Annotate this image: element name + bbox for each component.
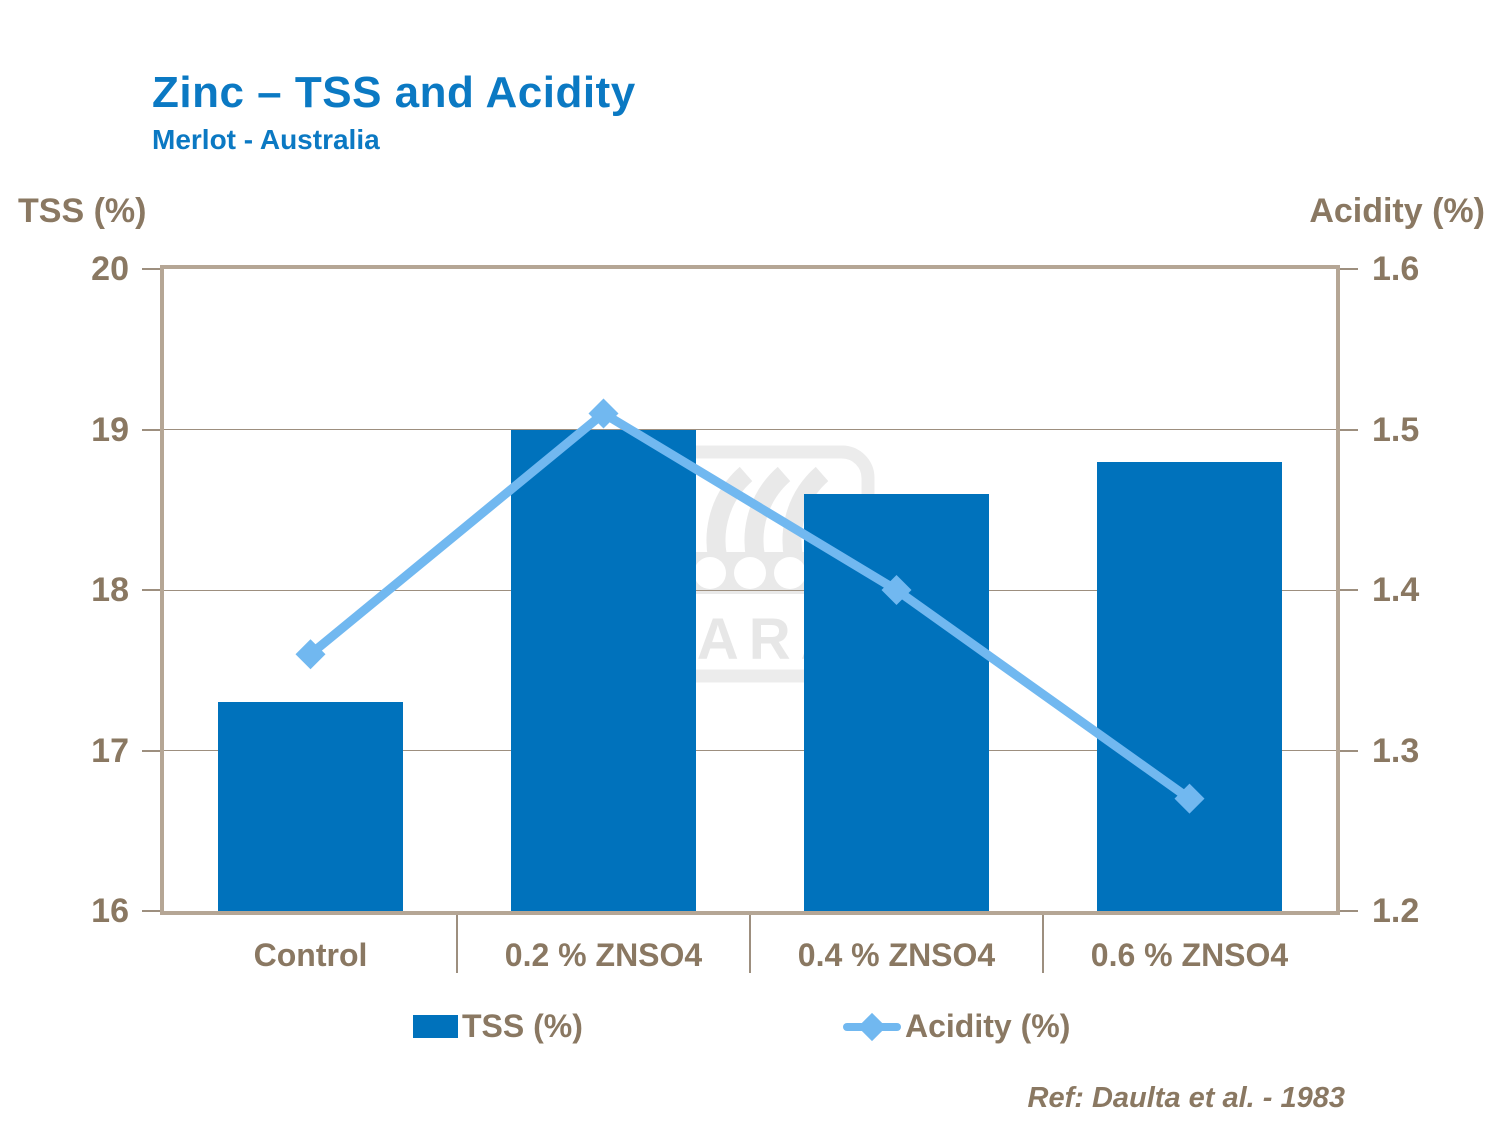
left-axis-tick (142, 749, 160, 752)
acidity-data-point-marker (881, 575, 912, 605)
tss-bar (218, 702, 403, 911)
left-axis-tick-label: 17 (91, 731, 129, 770)
tss-bar-swatch-icon (413, 1015, 458, 1038)
left-axis-tick (142, 910, 160, 912)
x-axis-label: 0.6 % ZNSO4 (1090, 937, 1289, 973)
tss-bar (511, 429, 696, 911)
right-axis-tick (1340, 910, 1358, 912)
right-axis-tick-label: 1.4 (1372, 571, 1420, 609)
acidity-data-point-marker (588, 398, 619, 429)
left-axis-tick (142, 268, 160, 270)
right-axis-tick (1340, 428, 1358, 431)
right-axis-tick-label: 1.3 (1372, 731, 1420, 770)
acidity-data-point-marker (295, 639, 326, 670)
x-axis-tick (456, 915, 458, 973)
legend-item-acidity: Acidity (%) (843, 1008, 1070, 1045)
x-axis-label: 0.4 % ZNSO4 (797, 937, 996, 973)
page-title: Zinc – TSS and Acidity (152, 68, 636, 117)
acidity-line-series (295, 398, 1205, 814)
left-axis-tick (142, 428, 160, 431)
gridline (164, 589, 1336, 591)
right-axis-tick (1340, 268, 1358, 270)
tss-bar (804, 493, 989, 911)
left-axis-tick-label: 16 (91, 892, 129, 930)
x-axis-label: 0.2 % ZNSO4 (504, 937, 703, 973)
gridline (164, 429, 1336, 430)
left-axis-title: TSS (%) (18, 192, 147, 230)
left-axis-tick-label: 20 (91, 250, 129, 288)
acidity-data-point-marker (1174, 783, 1205, 814)
right-axis-tick-label: 1.5 (1372, 410, 1420, 449)
right-axis-tick (1340, 749, 1358, 752)
page-subtitle: Merlot - Australia (152, 124, 380, 155)
right-axis-tick-label: 1.6 (1372, 250, 1420, 288)
right-axis-title: Acidity (%) (1309, 192, 1485, 230)
x-axis-tick (749, 915, 751, 973)
legend-label-tss: TSS (%) (462, 1008, 583, 1044)
left-axis-tick-label: 19 (91, 410, 129, 449)
acidity-line-swatch-icon (843, 1012, 901, 1041)
legend-item-tss: TSS (%) (413, 1008, 583, 1045)
left-axis-tick (142, 589, 160, 591)
left-axis-tick-label: 18 (91, 571, 129, 609)
right-axis-tick (1340, 589, 1358, 591)
tss-bar (1097, 461, 1282, 911)
right-axis-tick-label: 1.2 (1372, 892, 1420, 930)
chart-plot-area: YARA 20 19 18 17 16 1.6 1.5 1.4 1.3 1.2 Control 0.2… (91, 250, 1419, 973)
x-axis-tick (1042, 915, 1044, 973)
x-axis-label: Control (253, 937, 368, 973)
gridline (164, 750, 1336, 751)
reference-citation: Ref: Daulta et al. - 1983 (1027, 1082, 1346, 1114)
legend-label-acidity: Acidity (%) (905, 1008, 1071, 1044)
